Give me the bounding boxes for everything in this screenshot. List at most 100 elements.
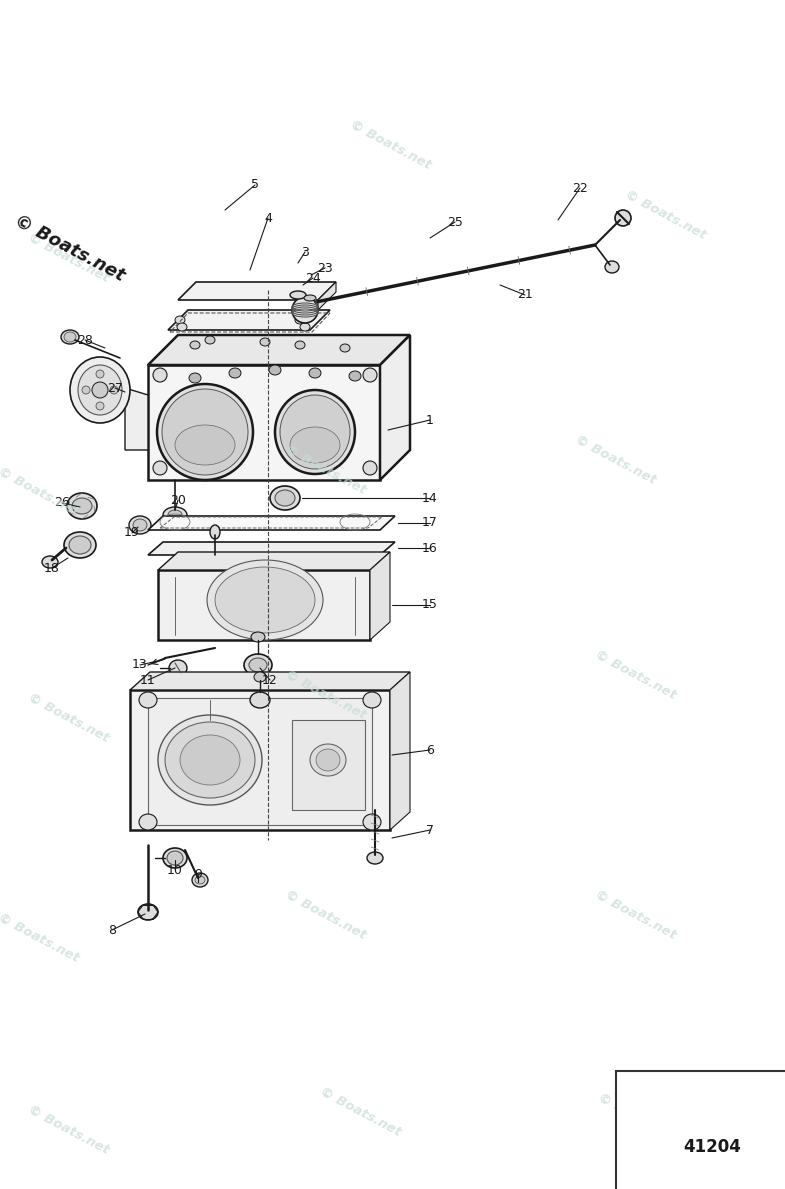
Ellipse shape xyxy=(207,560,323,640)
Ellipse shape xyxy=(110,386,118,394)
Polygon shape xyxy=(130,690,390,830)
Ellipse shape xyxy=(309,369,321,378)
Polygon shape xyxy=(380,335,410,480)
Text: © Boats.net: © Boats.net xyxy=(282,888,368,942)
Text: 18: 18 xyxy=(44,561,60,574)
Ellipse shape xyxy=(292,297,318,323)
Text: 4: 4 xyxy=(264,212,272,225)
Polygon shape xyxy=(178,282,336,300)
Text: 11: 11 xyxy=(141,673,156,686)
Text: © Boats.net: © Boats.net xyxy=(25,691,111,744)
Ellipse shape xyxy=(250,692,270,707)
Ellipse shape xyxy=(61,331,79,344)
Ellipse shape xyxy=(139,814,157,830)
Ellipse shape xyxy=(367,853,383,864)
Text: 13: 13 xyxy=(132,659,148,672)
Ellipse shape xyxy=(363,461,377,474)
Ellipse shape xyxy=(139,692,157,707)
Ellipse shape xyxy=(269,365,281,375)
Ellipse shape xyxy=(163,507,187,523)
Polygon shape xyxy=(148,516,395,530)
Ellipse shape xyxy=(67,493,97,520)
Text: © Boats.net: © Boats.net xyxy=(0,465,81,518)
Ellipse shape xyxy=(290,427,340,463)
Polygon shape xyxy=(148,335,410,365)
Ellipse shape xyxy=(349,371,361,380)
Text: 20: 20 xyxy=(170,493,186,507)
Text: © Boats.net: © Boats.net xyxy=(572,433,658,486)
Polygon shape xyxy=(168,310,330,331)
Ellipse shape xyxy=(153,369,167,382)
Ellipse shape xyxy=(129,516,151,534)
Text: © Boats.net: © Boats.net xyxy=(282,443,368,497)
Text: 3: 3 xyxy=(301,245,309,258)
Text: 27: 27 xyxy=(107,382,123,395)
Text: 9: 9 xyxy=(194,868,202,881)
Text: 24: 24 xyxy=(305,271,321,284)
Text: © Boats.net: © Boats.net xyxy=(623,188,708,241)
Text: 10: 10 xyxy=(167,863,183,876)
Ellipse shape xyxy=(175,316,185,323)
Ellipse shape xyxy=(270,486,300,510)
Ellipse shape xyxy=(138,904,158,920)
Ellipse shape xyxy=(300,323,310,331)
Ellipse shape xyxy=(195,876,205,883)
Ellipse shape xyxy=(167,851,183,866)
Ellipse shape xyxy=(192,873,208,887)
Text: 14: 14 xyxy=(422,491,438,504)
Text: 7: 7 xyxy=(426,824,434,837)
Ellipse shape xyxy=(163,848,187,868)
Text: © Boats.net: © Boats.net xyxy=(595,1092,681,1145)
Ellipse shape xyxy=(363,692,381,707)
Polygon shape xyxy=(158,552,390,570)
Polygon shape xyxy=(130,672,410,690)
Ellipse shape xyxy=(280,395,350,468)
Text: 22: 22 xyxy=(572,182,588,195)
Ellipse shape xyxy=(363,814,381,830)
Ellipse shape xyxy=(92,382,108,398)
Ellipse shape xyxy=(615,210,631,226)
Polygon shape xyxy=(318,282,336,310)
Polygon shape xyxy=(158,570,370,640)
Ellipse shape xyxy=(96,402,104,410)
Ellipse shape xyxy=(42,556,58,568)
Polygon shape xyxy=(125,388,148,449)
Ellipse shape xyxy=(153,461,167,474)
Polygon shape xyxy=(292,721,365,810)
Ellipse shape xyxy=(316,749,340,770)
Ellipse shape xyxy=(275,390,355,474)
Text: © Boats.net: © Boats.net xyxy=(347,118,433,172)
Ellipse shape xyxy=(254,672,266,682)
Ellipse shape xyxy=(64,531,96,558)
Text: 23: 23 xyxy=(317,262,333,275)
Ellipse shape xyxy=(295,341,305,350)
Text: 1: 1 xyxy=(426,414,434,427)
Text: 41204: 41204 xyxy=(683,1138,741,1156)
Ellipse shape xyxy=(205,336,215,344)
Polygon shape xyxy=(148,698,372,825)
Text: © Boats.net: © Boats.net xyxy=(592,648,677,702)
Ellipse shape xyxy=(69,536,91,554)
Text: 12: 12 xyxy=(262,673,278,686)
Ellipse shape xyxy=(251,633,265,642)
Ellipse shape xyxy=(158,715,262,805)
Ellipse shape xyxy=(190,341,200,350)
Ellipse shape xyxy=(605,262,619,273)
Ellipse shape xyxy=(260,338,270,346)
Ellipse shape xyxy=(340,344,350,352)
Ellipse shape xyxy=(70,357,130,423)
Ellipse shape xyxy=(215,567,315,633)
Text: 17: 17 xyxy=(422,516,438,529)
Ellipse shape xyxy=(133,520,147,531)
Ellipse shape xyxy=(180,735,240,785)
Polygon shape xyxy=(148,365,380,480)
Text: 16: 16 xyxy=(422,541,438,554)
Ellipse shape xyxy=(304,295,316,301)
Ellipse shape xyxy=(165,722,255,798)
Text: © Boats.net: © Boats.net xyxy=(282,668,368,722)
Ellipse shape xyxy=(175,424,235,465)
Text: 19: 19 xyxy=(124,527,140,540)
Text: 26: 26 xyxy=(54,497,70,510)
Polygon shape xyxy=(390,672,410,830)
Ellipse shape xyxy=(295,316,305,323)
